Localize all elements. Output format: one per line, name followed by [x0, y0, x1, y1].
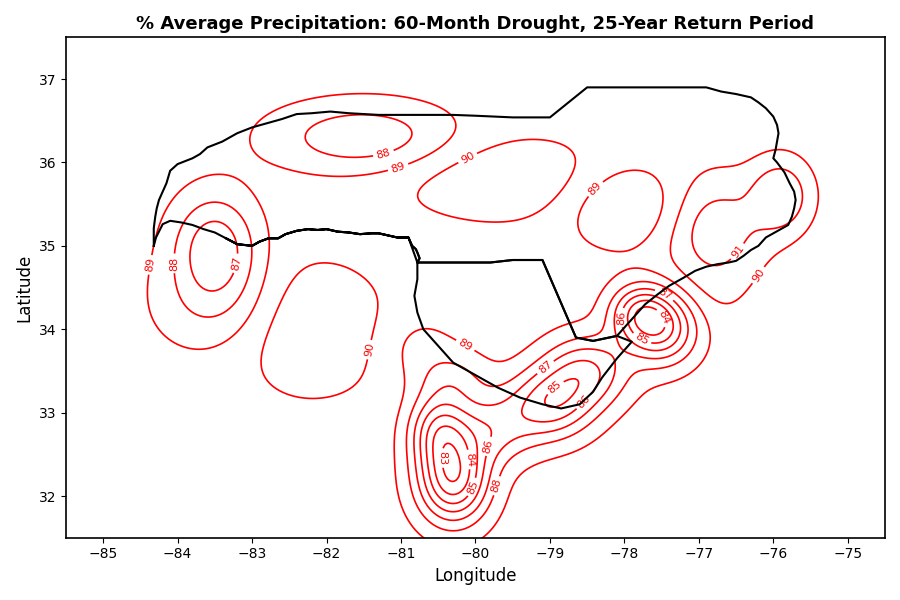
Text: 89: 89 — [144, 257, 156, 272]
Text: 87: 87 — [230, 256, 243, 271]
Text: 86: 86 — [616, 310, 626, 325]
Text: 90: 90 — [751, 266, 767, 284]
Text: 87: 87 — [656, 286, 673, 302]
Title: % Average Precipitation: 60-Month Drought, 25-Year Return Period: % Average Precipitation: 60-Month Drough… — [137, 15, 814, 33]
Text: 89: 89 — [456, 337, 474, 353]
Text: 87: 87 — [536, 359, 554, 376]
Text: 84: 84 — [656, 309, 670, 326]
Text: 83: 83 — [437, 451, 447, 465]
Text: 86: 86 — [576, 393, 592, 410]
Text: 91: 91 — [730, 243, 746, 260]
Text: 85: 85 — [633, 332, 650, 347]
Text: 85: 85 — [465, 479, 480, 496]
Text: 84: 84 — [464, 452, 475, 467]
Text: 86: 86 — [482, 438, 495, 454]
Text: 85: 85 — [546, 379, 563, 396]
Y-axis label: Latitude: Latitude — [15, 253, 33, 322]
Text: 89: 89 — [390, 160, 407, 175]
Text: 90: 90 — [459, 150, 476, 166]
X-axis label: Longitude: Longitude — [434, 567, 517, 585]
Text: 89: 89 — [587, 180, 604, 197]
Text: 88: 88 — [490, 478, 503, 494]
Text: 88: 88 — [169, 256, 179, 271]
Text: 88: 88 — [375, 147, 392, 160]
Text: 90: 90 — [364, 342, 375, 358]
